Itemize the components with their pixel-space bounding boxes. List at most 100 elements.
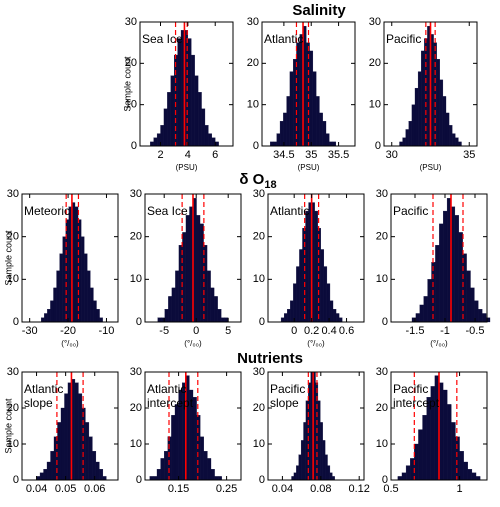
histogram-bar bbox=[46, 461, 51, 481]
y-tick-label: 10 bbox=[125, 99, 137, 111]
histogram-bar bbox=[427, 279, 432, 323]
histogram-bar bbox=[177, 38, 182, 147]
histogram-bar bbox=[85, 422, 90, 481]
histogram-bar bbox=[201, 108, 206, 147]
panel-title-line: Pacific bbox=[270, 382, 305, 396]
section-heading: δ O18 bbox=[239, 171, 276, 191]
histogram-bar bbox=[194, 75, 199, 147]
y-tick-label: 30 bbox=[7, 366, 19, 378]
histogram-bar bbox=[57, 422, 62, 481]
histogram-bar bbox=[410, 458, 415, 481]
y-tick-label: 10 bbox=[376, 273, 388, 285]
histogram-bar bbox=[74, 206, 79, 323]
y-tick-label: 20 bbox=[7, 231, 19, 243]
histogram-bar bbox=[93, 300, 97, 323]
y-tick-label: 10 bbox=[7, 273, 19, 285]
x-tick-label: 0.2 bbox=[304, 325, 319, 337]
histogram-bar bbox=[197, 92, 202, 147]
x-tick-label: 1 bbox=[457, 483, 463, 495]
histogram-bar bbox=[47, 309, 51, 323]
y-tick-label: 20 bbox=[369, 57, 381, 69]
histogram-bar bbox=[303, 422, 307, 481]
histogram-bar bbox=[160, 458, 165, 481]
y-tick-label: 20 bbox=[253, 231, 265, 243]
histogram-bar bbox=[150, 141, 154, 147]
histogram-bar bbox=[88, 436, 93, 481]
histogram-bar bbox=[50, 451, 55, 481]
histogram-bar bbox=[443, 210, 448, 323]
histogram-bar bbox=[401, 472, 407, 481]
histogram-bar bbox=[463, 461, 468, 481]
x-tick-label: 35 bbox=[463, 149, 475, 161]
y-tick-label: 0 bbox=[375, 140, 381, 152]
histogram-bar bbox=[317, 400, 321, 481]
x-tick-label: -0.5 bbox=[466, 325, 485, 337]
histogram-bar bbox=[167, 436, 172, 481]
histogram-bar bbox=[314, 210, 318, 323]
axes-frame bbox=[261, 21, 356, 147]
y-tick-label: 30 bbox=[7, 188, 19, 200]
x-tick-label: 0.06 bbox=[84, 483, 105, 495]
y-tick-label: 10 bbox=[253, 438, 265, 450]
histogram-bar bbox=[99, 317, 103, 323]
histogram-bar bbox=[485, 317, 491, 323]
histogram-bar bbox=[163, 108, 168, 147]
histogram-bar bbox=[196, 215, 201, 323]
histogram-bar bbox=[423, 296, 428, 323]
histogram-bar bbox=[213, 296, 218, 323]
histogram-bar bbox=[287, 309, 291, 323]
histogram-bar bbox=[102, 476, 107, 481]
histogram-bar bbox=[214, 476, 219, 481]
histogram-bar bbox=[156, 133, 161, 147]
panel-title: Pacific slope bbox=[270, 382, 305, 410]
histogram-bar bbox=[299, 249, 303, 323]
histogram-bar bbox=[445, 112, 450, 147]
x-tick-label: -5 bbox=[159, 325, 169, 337]
histogram-bar bbox=[329, 472, 333, 481]
histogram-bar bbox=[149, 476, 154, 481]
x-tick-label: 0.5 bbox=[383, 483, 398, 495]
histogram-bar bbox=[157, 317, 162, 323]
x-tick-label: 35.5 bbox=[328, 149, 349, 161]
histogram-bar bbox=[319, 112, 323, 147]
y-tick-label: 0 bbox=[259, 316, 265, 328]
histogram-bar bbox=[62, 236, 66, 323]
y-tick-label: 0 bbox=[13, 316, 19, 328]
histogram-bar bbox=[448, 125, 453, 147]
panel-title: Pacific intercept bbox=[393, 382, 440, 410]
histogram-bar bbox=[322, 121, 327, 147]
y-tick-label: 0 bbox=[131, 140, 137, 152]
histogram-bar bbox=[309, 50, 314, 147]
x-tick-label: 0.04 bbox=[26, 483, 47, 495]
histogram-bar bbox=[204, 125, 209, 147]
x-tick-label: 0.04 bbox=[272, 483, 293, 495]
x-axis-label: (°/₀₀) bbox=[61, 339, 79, 348]
section-heading: Salinity bbox=[292, 2, 346, 19]
y-tick-label: 20 bbox=[7, 402, 19, 414]
histogram-bar bbox=[164, 309, 169, 323]
histogram-bar bbox=[291, 476, 295, 481]
x-axis-label: (°/₀₀) bbox=[184, 339, 202, 348]
histogram-bar bbox=[95, 461, 100, 481]
histogram-bar bbox=[332, 309, 337, 323]
y-tick-label: 30 bbox=[253, 188, 265, 200]
y-tick-label: 20 bbox=[130, 231, 142, 243]
y-tick-label: 0 bbox=[382, 474, 388, 486]
histogram-bar bbox=[153, 476, 158, 481]
x-axis-label: (PSU) bbox=[176, 163, 198, 172]
x-tick-label: 34.5 bbox=[273, 149, 294, 161]
y-tick-label: 0 bbox=[259, 474, 265, 486]
y-tick-label: 10 bbox=[253, 273, 265, 285]
histogram-bar bbox=[455, 436, 460, 481]
axes-frame bbox=[21, 193, 119, 323]
y-tick-label: 0 bbox=[136, 474, 142, 486]
x-tick-label: 0.6 bbox=[339, 325, 354, 337]
y-tick-label: 0 bbox=[136, 316, 142, 328]
histogram-bar bbox=[36, 476, 41, 481]
histogram-panel: 34.5 35 35.5 0 10 20 30 Atlantic (PSU) bbox=[247, 16, 356, 172]
panel-title: Sea Ice bbox=[147, 204, 188, 218]
histogram-bar bbox=[279, 121, 284, 147]
y-tick-label: 30 bbox=[247, 16, 259, 28]
histogram-bar bbox=[43, 469, 48, 481]
